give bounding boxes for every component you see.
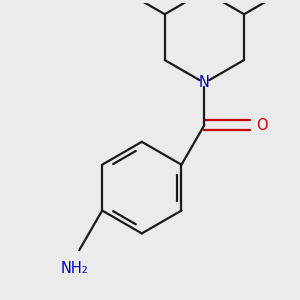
Text: O: O [256,118,268,133]
Text: NH₂: NH₂ [61,261,88,276]
Text: N: N [199,75,210,90]
